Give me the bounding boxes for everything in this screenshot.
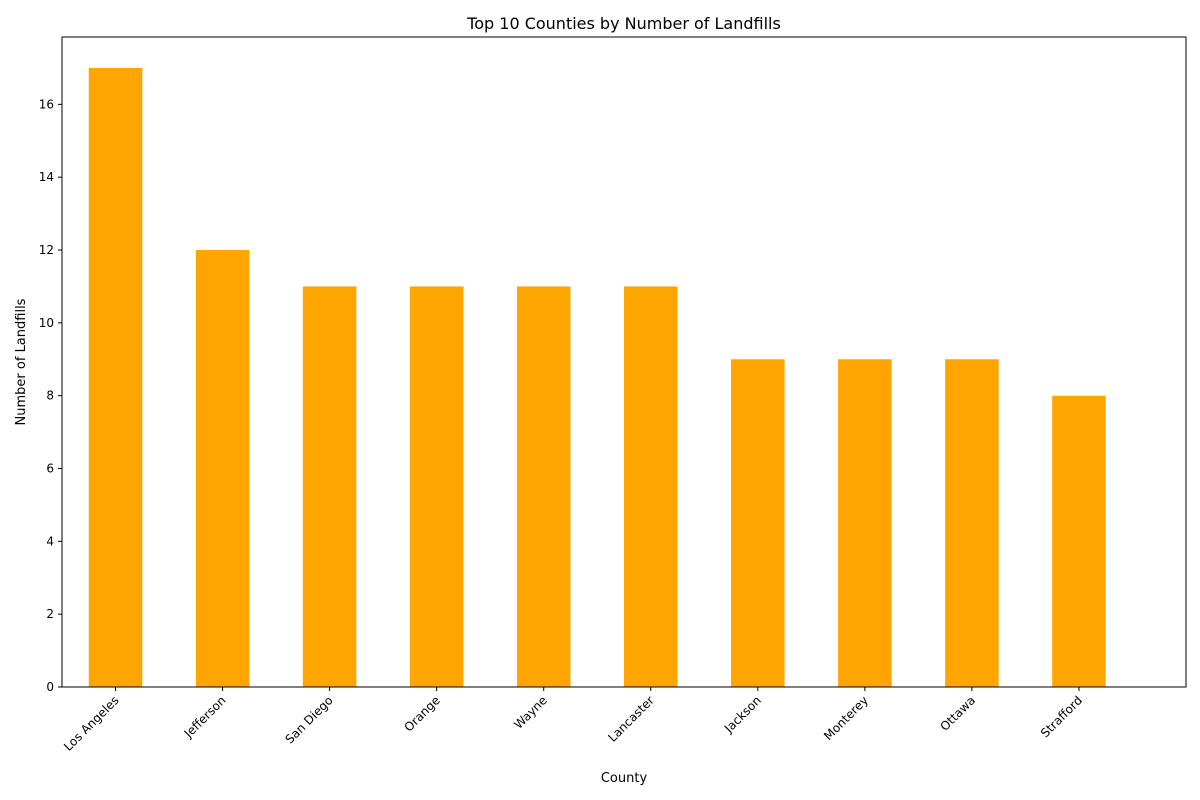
chart-title: Top 10 Counties by Number of Landfills: [466, 14, 781, 33]
y-tick-label: 14: [39, 170, 54, 184]
y-axis-label: Number of Landfills: [14, 298, 29, 425]
bar-san-diego: [302, 286, 357, 687]
y-axis: 0 2 4 6 8 10 12 14 16: [39, 97, 62, 694]
y-tick-label: 10: [39, 316, 54, 330]
y-tick-label: 6: [46, 462, 54, 476]
bars-group: [88, 67, 1106, 687]
bar-monterey: [838, 359, 892, 687]
y-tick-label: 2: [46, 607, 54, 621]
x-tick-label: Orange: [402, 693, 443, 734]
bar-ottawa: [945, 359, 999, 687]
x-tick-label: Lancaster: [605, 693, 657, 745]
x-tick-label: Wayne: [511, 693, 550, 732]
y-tick-label: 0: [46, 680, 54, 694]
bar-strafford: [1052, 395, 1106, 687]
y-tick-label: 12: [39, 243, 54, 257]
x-axis-label: County: [601, 771, 648, 786]
x-tick-label: Monterey: [821, 693, 871, 743]
plot-frame: [61, 36, 1187, 688]
x-tick-label: Jefferson: [181, 693, 229, 741]
y-tick-label: 16: [39, 97, 54, 111]
bar-los-angeles: [88, 67, 143, 687]
bar-wayne: [516, 286, 571, 687]
x-tick-label: Ottawa: [937, 693, 978, 734]
x-tick-label: Strafford: [1038, 693, 1085, 740]
bar-jefferson: [195, 250, 250, 687]
x-tick-label: San Diego: [282, 693, 335, 746]
bar-jackson: [731, 359, 785, 687]
x-tick-label: Jackson: [721, 693, 764, 736]
bar-lancaster: [624, 286, 678, 687]
x-axis: Los Angeles Jefferson San Diego Orange Wayne…: [61, 687, 1085, 754]
y-tick-label: 8: [46, 389, 54, 403]
x-tick-label: Los Angeles: [61, 693, 122, 754]
bar-orange: [409, 286, 464, 687]
y-tick-label: 4: [46, 534, 54, 548]
